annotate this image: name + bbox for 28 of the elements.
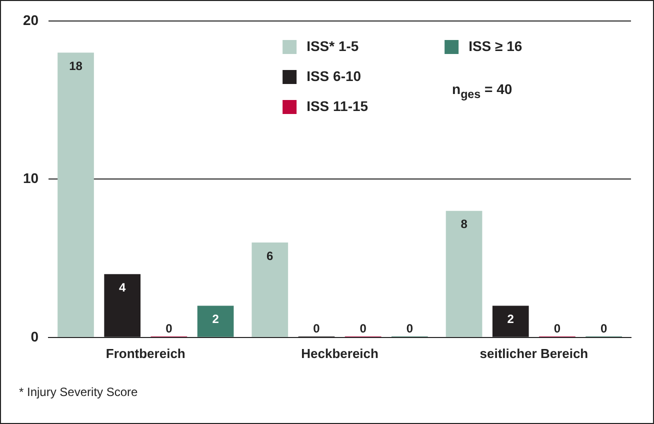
- data-label: 4: [119, 280, 126, 294]
- y-tick-label: 20: [22, 12, 39, 28]
- data-label: 6: [266, 248, 274, 263]
- text: * Injury Severity Score: [19, 385, 138, 399]
- data-label: 2: [212, 312, 220, 326]
- data-label: 18: [69, 58, 83, 73]
- bar: [197, 306, 234, 337]
- legend-label: ISS 6-10: [306, 68, 362, 84]
- data-label: 0: [166, 322, 173, 336]
- bar: [58, 52, 94, 337]
- data-label: 0: [406, 322, 414, 336]
- x-tick-label: Frontbereich: [106, 346, 186, 361]
- annotation: n$_{ges}$ = 40: [452, 81, 512, 101]
- legend-label: ISS ≥ 16: [468, 38, 522, 54]
- bar: [252, 242, 288, 337]
- legend-label: ISS 11-15: [306, 98, 368, 114]
- y-tick-label: 10: [22, 170, 39, 186]
- data-label: 0: [360, 322, 367, 336]
- y-tick-label: 0: [30, 328, 39, 344]
- data-label: 2: [507, 312, 514, 326]
- data-label: 8: [460, 217, 468, 232]
- x-tick-label: seitlicher Bereich: [480, 346, 588, 361]
- data-label: 0: [313, 322, 320, 336]
- bar: [446, 210, 482, 337]
- data-label: 0: [554, 322, 561, 336]
- data-label: 0: [600, 322, 608, 336]
- x-tick-label: Heckbereich: [301, 346, 378, 361]
- legend-label: ISS* 1-5: [306, 38, 359, 54]
